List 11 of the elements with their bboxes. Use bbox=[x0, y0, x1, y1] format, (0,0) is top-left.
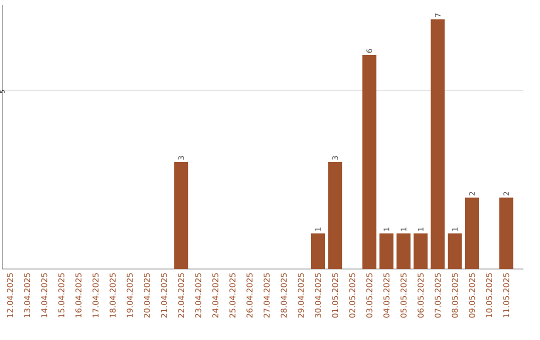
bar bbox=[379, 233, 394, 269]
bar bbox=[174, 162, 188, 269]
bar bbox=[362, 54, 376, 269]
bar bbox=[396, 233, 411, 269]
bar bbox=[464, 198, 479, 269]
bar bbox=[310, 233, 325, 269]
bar bbox=[499, 198, 514, 269]
bar bbox=[448, 233, 462, 269]
bar bbox=[414, 233, 428, 269]
bar bbox=[430, 19, 445, 269]
bar bbox=[328, 162, 342, 269]
